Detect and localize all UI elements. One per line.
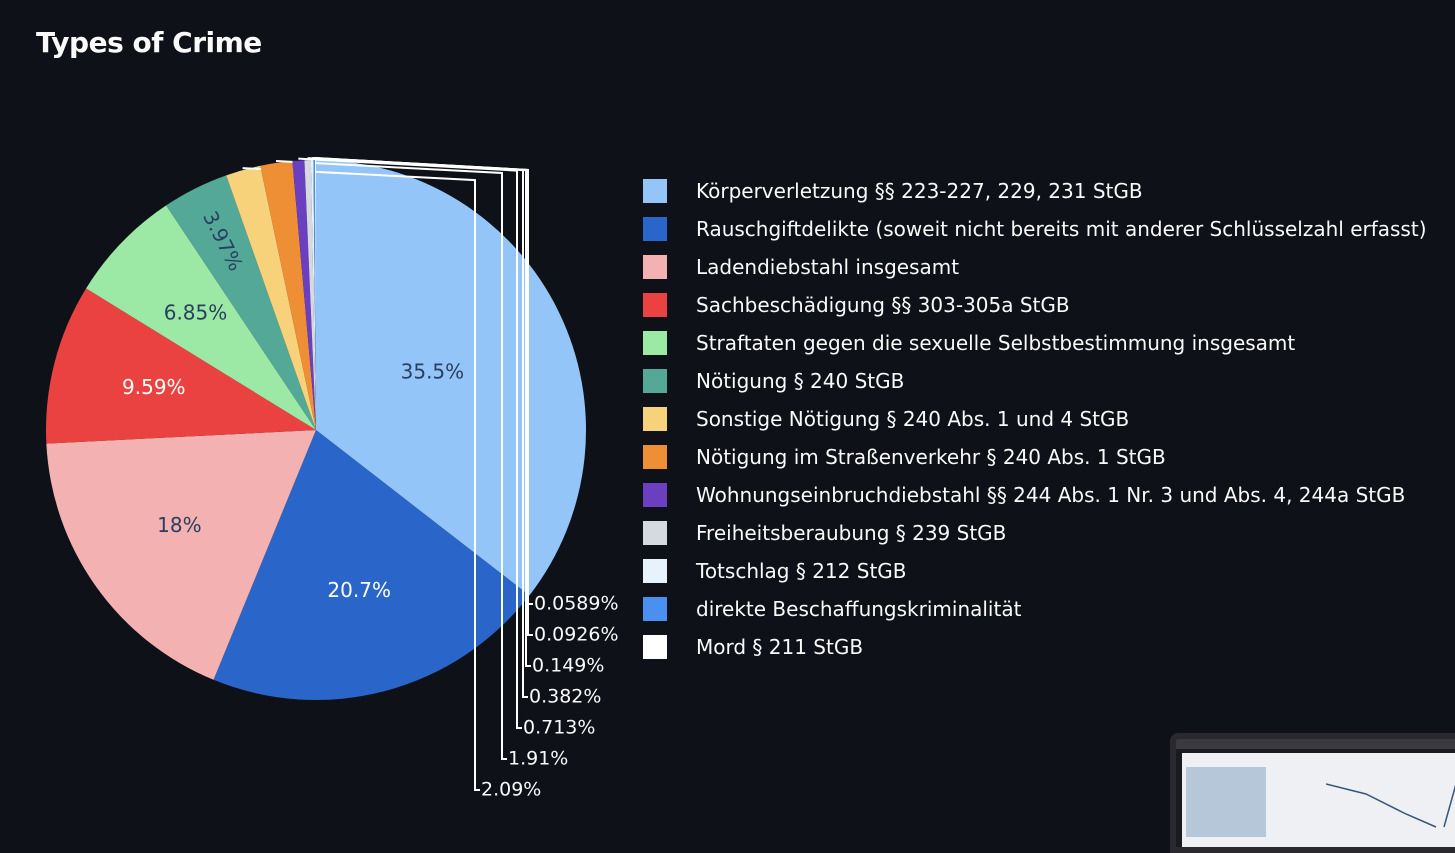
legend-item[interactable]: Körperverletzung §§ 223-227, 229, 231 St… — [643, 172, 1443, 210]
legend-item[interactable]: Mord § 211 StGB — [643, 628, 1443, 666]
legend-item[interactable]: Nötigung § 240 StGB — [643, 362, 1443, 400]
legend-item[interactable]: Totschlag § 212 StGB — [643, 552, 1443, 590]
legend-swatch — [643, 331, 667, 355]
pie-slice[interactable] — [86, 205, 316, 430]
legend-swatch — [643, 635, 667, 659]
slice-label: 20.7% — [327, 578, 391, 602]
legend-label: Nötigung § 240 StGB — [696, 369, 905, 393]
legend-item[interactable]: direkte Beschaffungskriminalität — [643, 590, 1443, 628]
legend-swatch — [643, 369, 667, 393]
legend-swatch — [643, 217, 667, 241]
pie-slice[interactable] — [213, 430, 530, 700]
thumbnail-map — [1186, 767, 1266, 837]
page-title: Types of Crime — [36, 26, 262, 59]
legend-label: Sachbeschädigung §§ 303-305a StGB — [696, 293, 1070, 317]
slice-label: 0.0589% — [534, 593, 619, 615]
legend-label: Ladendiebstahl insgesamt — [696, 255, 960, 279]
legend-item[interactable]: Rauschgiftdelikte (soweit nicht bereits … — [643, 210, 1443, 248]
pie-slice[interactable] — [292, 160, 316, 430]
legend-swatch — [643, 255, 667, 279]
legend-label: Mord § 211 StGB — [696, 635, 864, 659]
thumbnail-line-chart — [1326, 783, 1455, 828]
pie-slice[interactable] — [260, 161, 316, 431]
pie-slice[interactable] — [310, 160, 316, 430]
legend-swatch — [643, 179, 667, 203]
slice-label: 6.85% — [164, 300, 228, 324]
pie-slice[interactable] — [166, 175, 316, 430]
slice-leader-line — [242, 167, 480, 791]
pie-slice[interactable] — [304, 160, 316, 431]
legend-item[interactable]: Nötigung im Straßenverkehr § 240 Abs. 1 … — [643, 438, 1443, 476]
legend-label: Rauschgiftdelikte (soweit nicht bereits … — [696, 217, 1427, 241]
pie-slice[interactable] — [313, 160, 316, 430]
legend-item[interactable]: Ladendiebstahl insgesamt — [643, 248, 1443, 286]
pie-slice[interactable] — [316, 160, 586, 596]
slice-label: 0.0926% — [534, 624, 619, 646]
pie-slice[interactable] — [45, 288, 316, 444]
slice-label: 9.59% — [122, 375, 186, 399]
legend-label: Sonstige Nötigung § 240 Abs. 1 und 4 StG… — [696, 407, 1130, 431]
legend-item[interactable]: Straftaten gegen die sexuelle Selbstbest… — [643, 324, 1443, 362]
slice-label: 0.713% — [523, 717, 595, 739]
legend-label: direkte Beschaffungskriminalität — [696, 597, 1022, 621]
slice-leader-line — [275, 160, 507, 760]
legend-swatch — [643, 293, 667, 317]
legend-item[interactable]: Sonstige Nötigung § 240 Abs. 1 und 4 StG… — [643, 400, 1443, 438]
legend-item[interactable]: Wohnungseinbruchdiebstahl §§ 244 Abs. 1 … — [643, 476, 1443, 514]
legend-label: Wohnungseinbruchdiebstahl §§ 244 Abs. 1 … — [696, 483, 1406, 507]
legend-item[interactable]: Sachbeschädigung §§ 303-305a StGB — [643, 286, 1443, 324]
screen-thumbnail — [1170, 733, 1455, 853]
legend-label: Totschlag § 212 StGB — [696, 559, 907, 583]
pie-slice[interactable] — [46, 430, 317, 680]
pie-slice[interactable] — [226, 165, 316, 431]
pie-chart[interactable]: 35.5%20.7%18%9.59%6.85%3.97%2.09%1.91%0.… — [0, 0, 640, 840]
slice-label: 1.91% — [508, 748, 568, 770]
legend-swatch — [643, 445, 667, 469]
legend-swatch — [643, 559, 667, 583]
slice-label: 2.09% — [481, 779, 541, 801]
legend-swatch — [643, 407, 667, 431]
slice-label: 0.382% — [529, 686, 601, 708]
legend-item[interactable]: Freiheitsberaubung § 239 StGB — [643, 514, 1443, 552]
legend-swatch — [643, 483, 667, 507]
legend-swatch — [643, 521, 667, 545]
chart-legend: Körperverletzung §§ 223-227, 229, 231 St… — [643, 172, 1443, 666]
legend-label: Körperverletzung §§ 223-227, 229, 231 St… — [696, 179, 1143, 203]
legend-label: Straftaten gegen die sexuelle Selbstbest… — [696, 331, 1296, 355]
legend-label: Freiheitsberaubung § 239 StGB — [696, 521, 1007, 545]
slice-leader-line — [315, 157, 533, 605]
slice-label: 0.149% — [532, 655, 604, 677]
thumbnail-toolbar — [1176, 739, 1455, 749]
slice-label: 18% — [157, 513, 201, 537]
slice-label: 35.5% — [401, 360, 465, 384]
pie-slice[interactable] — [315, 159, 316, 430]
legend-label: Nötigung im Straßenverkehr § 240 Abs. 1 … — [696, 445, 1166, 469]
legend-swatch — [643, 597, 667, 621]
